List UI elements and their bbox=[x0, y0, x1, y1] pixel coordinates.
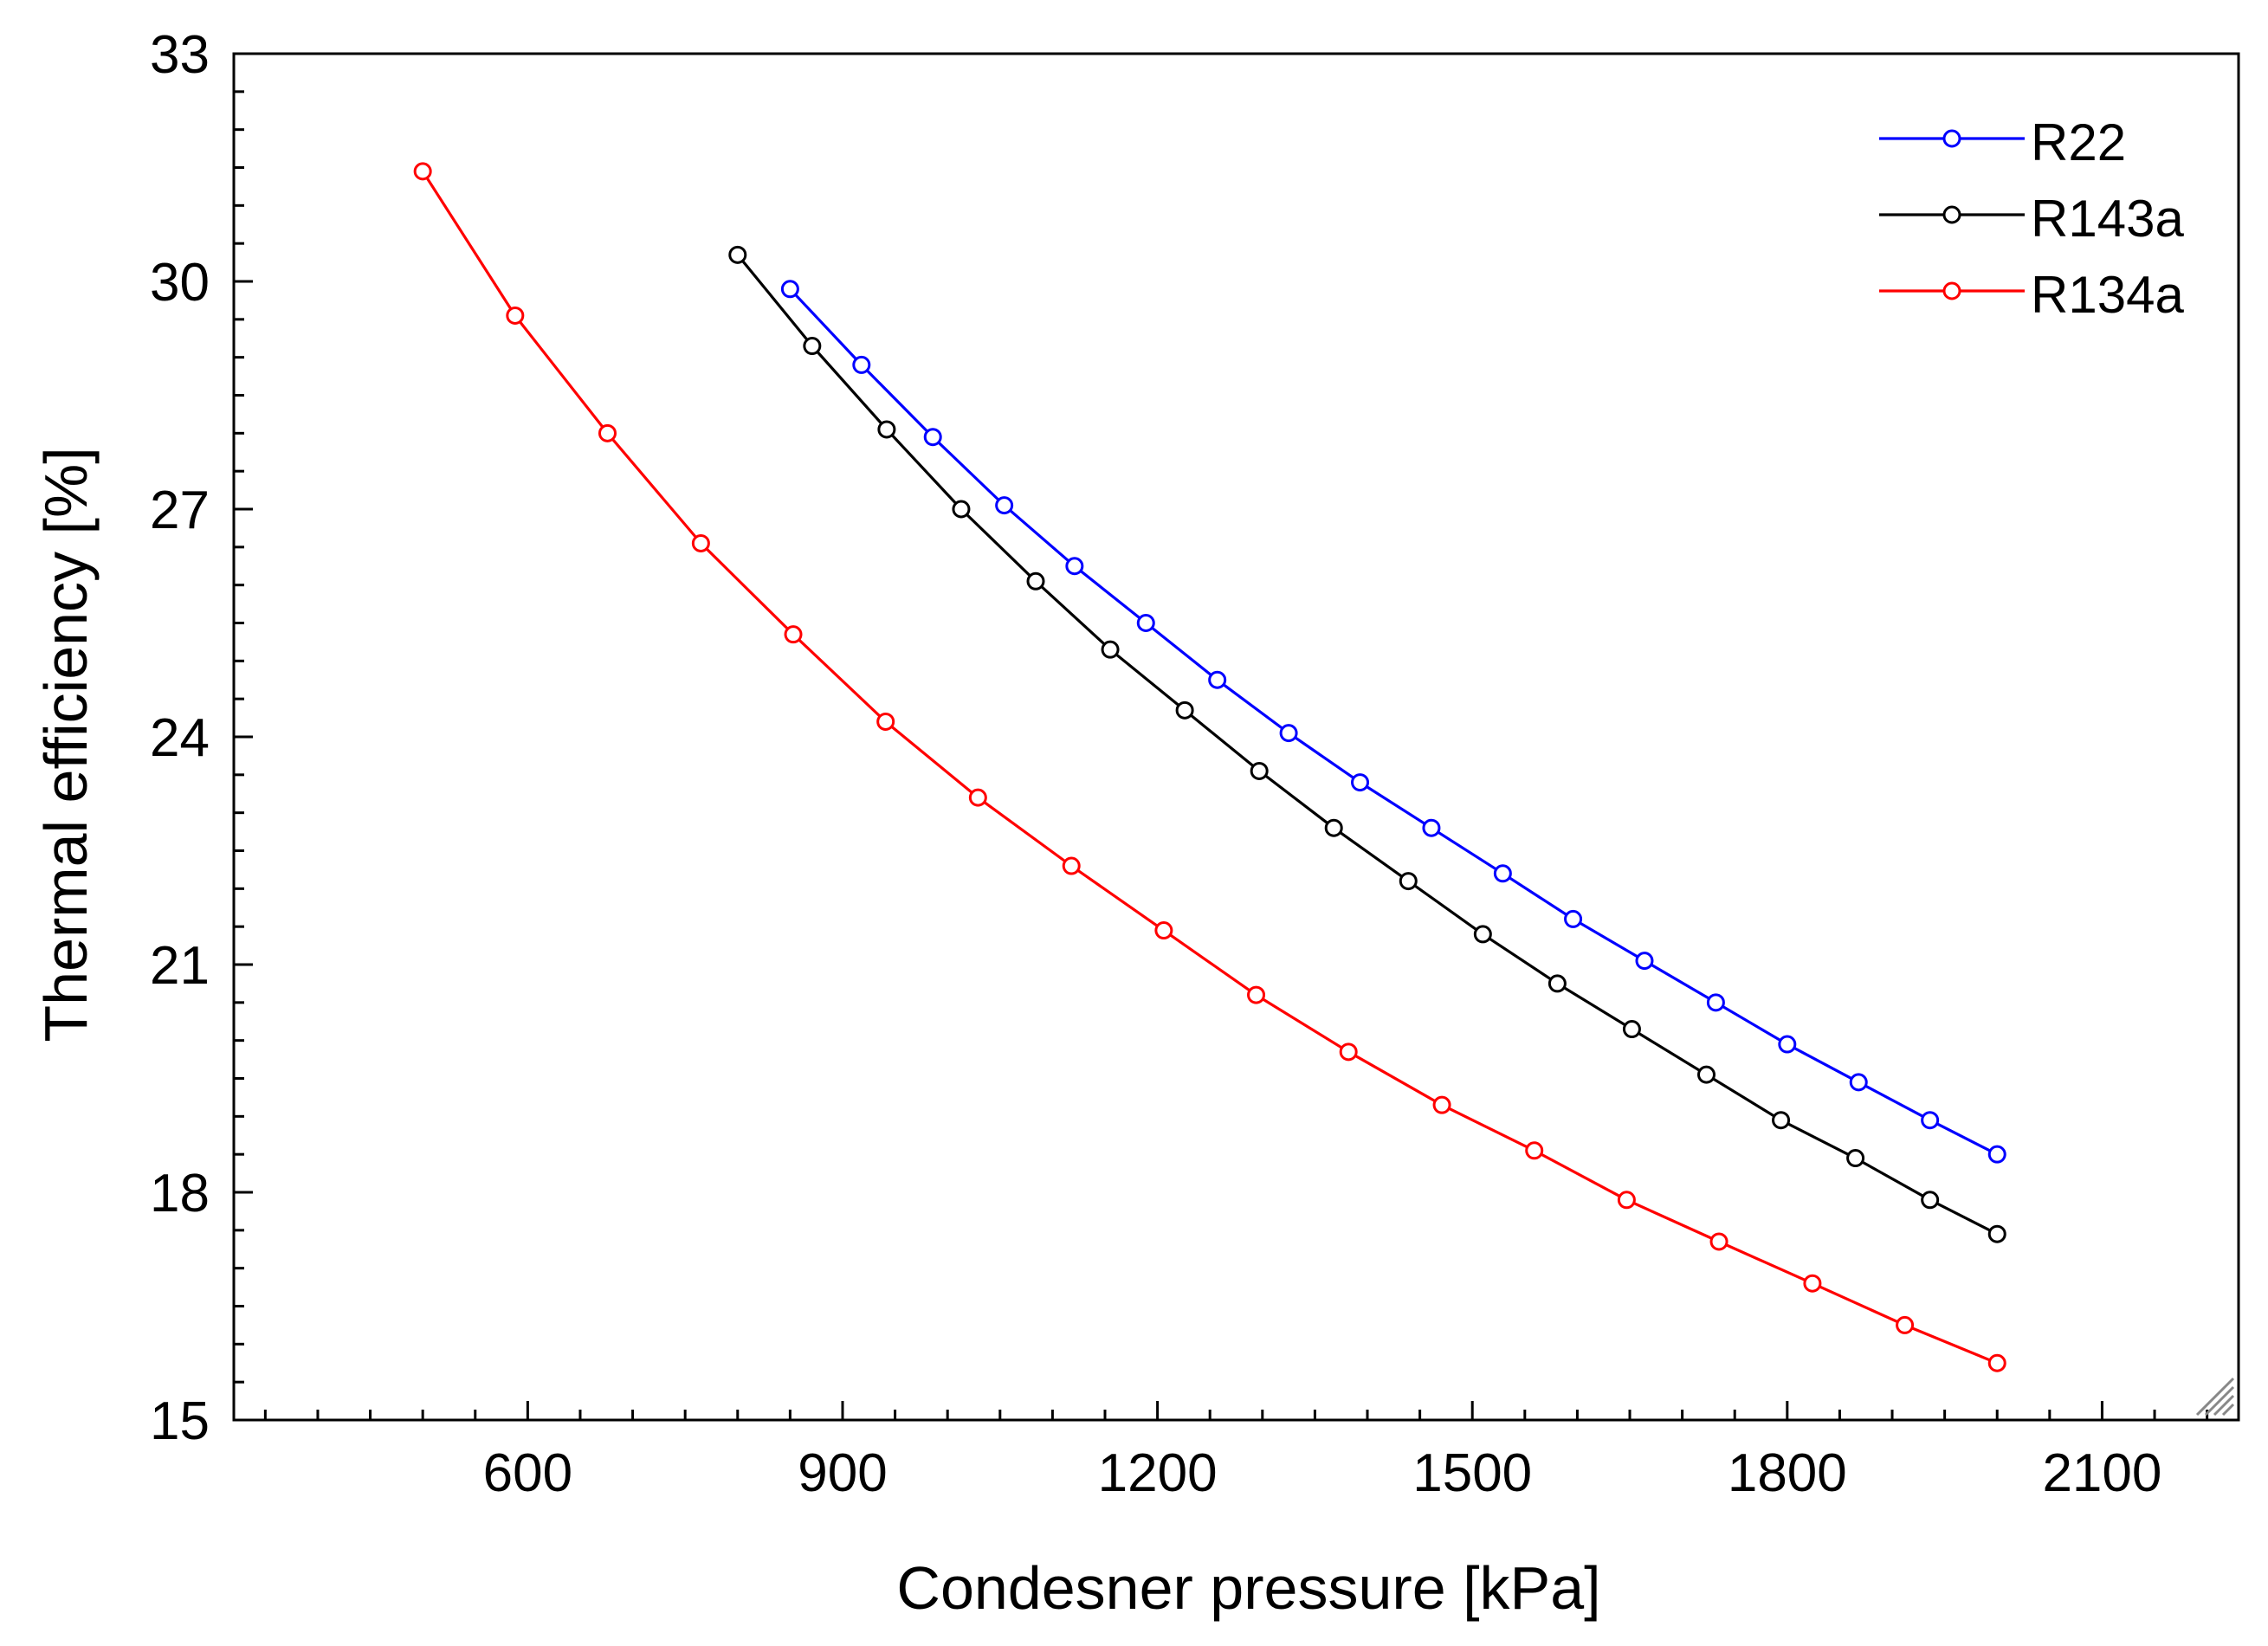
data-point-r22 bbox=[1706, 993, 1725, 1012]
series-r143a bbox=[728, 245, 2006, 1243]
data-point-r134a bbox=[1432, 1095, 1451, 1114]
data-point-r22 bbox=[1279, 724, 1298, 743]
y-tick-label: 33 bbox=[150, 25, 210, 85]
x-tick-label: 2100 bbox=[2042, 1443, 2161, 1503]
data-point-r143a bbox=[1324, 818, 1343, 837]
data-point-r22 bbox=[1987, 1145, 2006, 1164]
data-point-r22 bbox=[780, 280, 799, 299]
x-tick-label: 1500 bbox=[1412, 1443, 1532, 1503]
legend-marker-r134a bbox=[1942, 281, 1961, 300]
y-tick-label: 27 bbox=[150, 481, 210, 540]
data-point-r143a bbox=[952, 500, 971, 519]
series-layer bbox=[413, 162, 2006, 1372]
grip-line bbox=[2221, 1403, 2235, 1417]
grip-line bbox=[2204, 1385, 2235, 1417]
data-point-r134a bbox=[968, 788, 987, 807]
data-point-r143a bbox=[1772, 1111, 1791, 1130]
data-point-r22 bbox=[995, 496, 1014, 515]
legend: R22 R143a R134a bbox=[1879, 113, 2184, 324]
data-point-r143a bbox=[1399, 872, 1418, 891]
y-tick-label: 21 bbox=[150, 936, 210, 996]
grip-line bbox=[2213, 1394, 2235, 1417]
legend-marker-r143a bbox=[1942, 205, 1961, 224]
data-point-r143a bbox=[1846, 1149, 1865, 1168]
data-point-r134a bbox=[598, 423, 617, 442]
data-point-r134a bbox=[1154, 921, 1173, 940]
y-tick-label: 15 bbox=[150, 1391, 210, 1451]
legend-label-r22: R22 bbox=[2031, 113, 2126, 171]
x-tick-label: 900 bbox=[798, 1443, 887, 1503]
x-tick-label: 600 bbox=[483, 1443, 572, 1503]
data-point-r134a bbox=[1525, 1141, 1544, 1160]
y-axis-title: Thermal efficiency [%] bbox=[32, 447, 100, 1042]
data-point-r22 bbox=[1778, 1035, 1797, 1054]
data-point-r134a bbox=[1617, 1191, 1636, 1210]
data-point-r143a bbox=[1696, 1065, 1716, 1084]
series-line-r134a bbox=[421, 171, 1998, 1365]
data-point-r143a bbox=[877, 420, 896, 439]
series-r134a bbox=[413, 162, 2006, 1372]
data-point-r134a bbox=[784, 625, 803, 644]
data-point-r134a bbox=[1896, 1315, 1915, 1334]
y-axis-ticks: 15 18 21 24 27 30 33 bbox=[150, 25, 253, 1451]
data-point-r22 bbox=[1136, 614, 1155, 632]
data-point-r134a bbox=[1803, 1274, 1822, 1293]
resize-grip-icon bbox=[2195, 1377, 2235, 1417]
data-point-r22 bbox=[1351, 773, 1370, 792]
x-tick-label: 1800 bbox=[1728, 1443, 1847, 1503]
series-line-r22 bbox=[789, 287, 1998, 1156]
data-point-r22 bbox=[1208, 670, 1227, 689]
x-tick-label: 1200 bbox=[1098, 1443, 1218, 1503]
data-point-r134a bbox=[413, 162, 432, 181]
legend-label-r134a: R134a bbox=[2031, 266, 2184, 324]
data-point-r134a bbox=[1247, 985, 1266, 1004]
data-point-r143a bbox=[1987, 1224, 2006, 1243]
data-point-r143a bbox=[728, 245, 747, 264]
data-point-r143a bbox=[1473, 925, 1492, 944]
data-point-r22 bbox=[1635, 952, 1654, 971]
data-point-r134a bbox=[506, 306, 525, 325]
data-point-r22 bbox=[852, 355, 871, 374]
data-point-r134a bbox=[1709, 1232, 1728, 1251]
data-point-r22 bbox=[1921, 1111, 1940, 1130]
data-point-r22 bbox=[1564, 909, 1583, 928]
legend-label-r143a: R143a bbox=[2031, 190, 2184, 248]
data-point-r22 bbox=[1065, 557, 1084, 576]
data-point-r143a bbox=[1026, 571, 1045, 591]
x-axis-title: Condesner pressure [kPa] bbox=[896, 1554, 1600, 1622]
data-point-r143a bbox=[1101, 640, 1120, 659]
data-point-r134a bbox=[1339, 1042, 1358, 1062]
data-point-r134a bbox=[1987, 1353, 2006, 1372]
y-tick-label: 30 bbox=[150, 253, 210, 313]
data-point-r22 bbox=[1493, 864, 1512, 883]
data-point-r134a bbox=[691, 533, 710, 552]
data-point-r134a bbox=[876, 712, 895, 731]
y-tick-label: 18 bbox=[150, 1164, 210, 1223]
x-axis-ticks: 600 900 1200 1500 1800 2100 bbox=[263, 1401, 2209, 1503]
data-point-r143a bbox=[1921, 1191, 1940, 1210]
legend-marker-r22 bbox=[1942, 129, 1961, 148]
series-r22 bbox=[780, 280, 2006, 1164]
data-point-r143a bbox=[1175, 700, 1194, 720]
data-point-r22 bbox=[1422, 818, 1441, 837]
series-line-r143a bbox=[736, 254, 1998, 1236]
data-point-r134a bbox=[1062, 856, 1081, 875]
data-point-r143a bbox=[1622, 1020, 1641, 1039]
grip-line bbox=[2195, 1377, 2235, 1417]
data-point-r143a bbox=[1548, 974, 1567, 993]
data-point-r22 bbox=[923, 428, 942, 447]
data-point-r143a bbox=[803, 337, 822, 356]
data-point-r22 bbox=[1849, 1073, 1868, 1092]
y-tick-label: 24 bbox=[150, 708, 210, 768]
data-point-r143a bbox=[1250, 761, 1269, 780]
